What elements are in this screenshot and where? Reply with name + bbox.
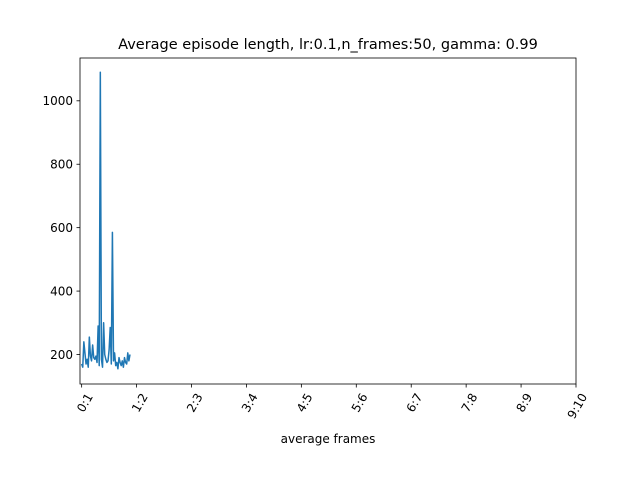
y-tick-label: 600 — [50, 221, 73, 235]
x-tick-label: 1:2 — [129, 391, 151, 415]
x-tick-label: 9:10 — [565, 391, 591, 421]
y-tick-label: 1000 — [42, 94, 73, 108]
y-tick-label: 400 — [50, 284, 73, 298]
series-layer — [80, 71, 131, 370]
series-line-0 — [80, 71, 131, 370]
x-tick-label: 2:3 — [184, 391, 206, 415]
x-axis-title: average frames — [281, 432, 376, 446]
x-tick-label: 6:7 — [404, 391, 426, 415]
x-tick-label: 3:4 — [239, 391, 261, 415]
x-tick-label: 0:1 — [74, 391, 96, 415]
x-tick-label: 7:8 — [459, 391, 481, 415]
chart-title: Average episode length, lr:0.1,n_frames:… — [118, 37, 538, 53]
y-axis: 200 400 600 800 1000 — [42, 94, 80, 362]
x-tick-label: 8:9 — [514, 391, 536, 415]
y-tick-label: 200 — [50, 348, 73, 362]
x-axis: 0:1 1:2 2:3 3:4 4:5 5:6 6:7 7:8 8:9 9:10 — [74, 384, 590, 421]
y-tick-label: 800 — [50, 158, 73, 172]
x-tick-label: 4:5 — [294, 391, 316, 415]
plot-frame — [79, 57, 577, 385]
x-tick-label: 5:6 — [349, 391, 371, 415]
plot-background — [80, 58, 576, 384]
